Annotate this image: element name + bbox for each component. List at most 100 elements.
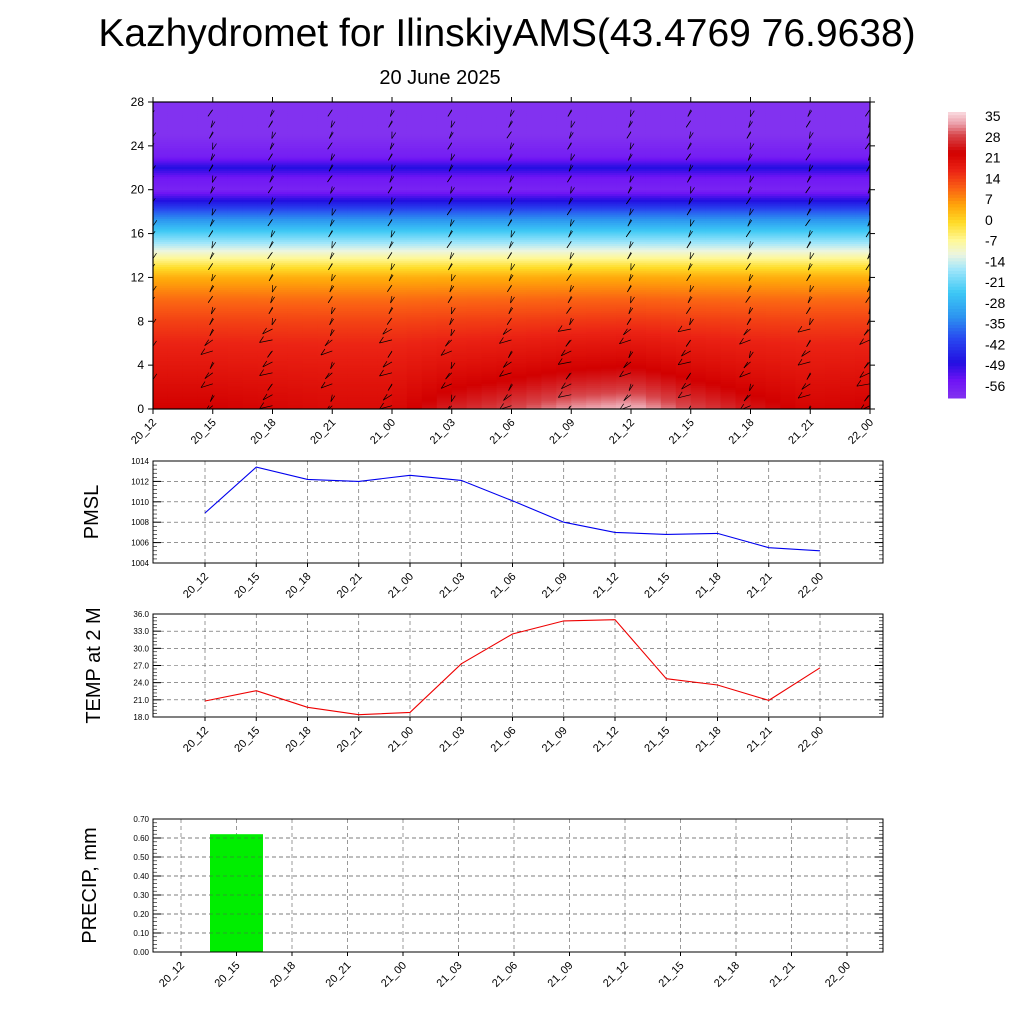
colorbar-swatch <box>948 274 966 278</box>
colorbar-swatch <box>948 356 966 361</box>
colorbar-swatch <box>948 124 966 129</box>
colorbar-swatch <box>948 309 966 313</box>
colorbar-swatch <box>948 242 966 246</box>
colorbar-label: -21 <box>985 274 1005 290</box>
colorbar-swatch <box>948 299 966 304</box>
x-tick-label: 20_12 <box>129 417 159 447</box>
colorbar-swatch <box>948 115 966 119</box>
colorbar-swatch <box>948 140 966 145</box>
x-tick-label: 21_00 <box>386 571 416 601</box>
colorbar-swatch <box>948 153 966 157</box>
x-tick-label: 21_18 <box>712 960 742 990</box>
x-tick-label: 20_21 <box>335 571 365 601</box>
y-tick-label: 1012 <box>131 477 149 486</box>
y-tick-label: 28 <box>131 95 145 109</box>
precip-frame <box>152 818 884 953</box>
colorbar-swatch <box>948 324 966 329</box>
x-tick-label: 21_15 <box>667 417 697 447</box>
y-tick-label: 18.0 <box>133 713 149 722</box>
x-tick-label: 20_18 <box>284 725 314 755</box>
colorbar-swatch <box>948 248 966 253</box>
colorbar: 35 28 21 14 7 0 -7 -14 -21 -28 -35 -42 -49 -56 <box>948 108 1005 399</box>
y-tick-label: 0 <box>137 402 144 416</box>
pmsl-ylabel: PMSL <box>81 485 103 539</box>
colorbar-label: 35 <box>985 108 1001 124</box>
y-tick-label: 27.0 <box>133 662 149 671</box>
colorbar-swatch <box>948 121 966 126</box>
temp-2m-ylabel: TEMP at 2 M <box>83 607 105 723</box>
x-tick-label: 20_15 <box>189 417 219 447</box>
precip-ylabel: PRECIP, mm <box>79 827 101 943</box>
gridlines <box>153 461 883 563</box>
colorbar-swatch <box>948 283 966 288</box>
x-tick-label: 21_09 <box>546 960 576 990</box>
colorbar-swatch <box>948 166 966 170</box>
colorbar-swatch <box>948 296 966 300</box>
colorbar-swatch <box>948 131 966 135</box>
chart-title: Kazhydromet for IlinskiyAMS(43.4769 76.9… <box>98 12 916 55</box>
colorbar-swatch <box>948 378 966 383</box>
colorbar-swatch <box>948 337 966 342</box>
colorbar-swatch <box>948 156 966 161</box>
x-tick-label: 21_12 <box>601 960 631 990</box>
colorbar-swatch <box>948 359 966 364</box>
x-tick-label: 21_18 <box>694 571 724 601</box>
x-tick-label: 21_21 <box>745 725 775 755</box>
colorbar-swatch <box>948 286 966 291</box>
x-tick-label: 20_21 <box>308 417 338 447</box>
x-tick-label: 21_12 <box>591 571 621 601</box>
colorbar-swatch <box>948 255 966 259</box>
x-tick-label: 21_15 <box>642 725 672 755</box>
colorbar-swatch <box>948 280 966 285</box>
colorbar-swatch <box>948 315 966 320</box>
y-tick-label: 4 <box>137 358 144 372</box>
x-tick-label: 21_18 <box>727 417 757 447</box>
x-tick-label: 21_09 <box>547 417 577 447</box>
x-tick-label: 20_12 <box>181 571 211 601</box>
colorbar-swatch <box>948 226 966 231</box>
colorbar-label: -49 <box>985 357 1005 373</box>
y-tick-label: 36.0 <box>133 610 149 619</box>
x-tick-label: 21_06 <box>488 417 518 447</box>
colorbar-swatch <box>948 169 966 173</box>
x-tick-label: 20_21 <box>335 725 365 755</box>
x-tick-label: 21_15 <box>642 571 672 601</box>
y-tick-label: 0.60 <box>133 834 149 843</box>
x-tick-label: 21_06 <box>489 725 519 755</box>
colorbar-swatch <box>948 363 966 367</box>
colorbar-swatch <box>948 172 966 177</box>
colorbar-swatch <box>948 312 966 316</box>
colorbar-swatch <box>948 328 966 332</box>
x-tick-label: 21_06 <box>489 571 519 601</box>
colorbar-label: 21 <box>985 150 1001 166</box>
colorbar-swatch <box>948 353 966 358</box>
colorbar-label: -14 <box>985 253 1005 269</box>
pmsl-panel: 1004 1006 1008 1010 1012 1014 20_12 20_15 20_18 2… <box>81 457 884 601</box>
colorbar-swatch <box>948 137 966 142</box>
y-tick-label: 0.50 <box>133 853 149 862</box>
colorbar-label: 0 <box>985 212 993 228</box>
wind-barbs <box>153 109 870 409</box>
colorbar-swatch <box>948 143 966 148</box>
temp-2m-panel: 18.0 21.0 24.0 27.0 30.0 33.0 36.0 20_12 20_15 20… <box>83 607 884 755</box>
precip-bar <box>210 834 263 952</box>
colorbar-swatch <box>948 223 966 227</box>
colorbar-swatch <box>948 118 966 123</box>
y-tick-label: 33.0 <box>133 627 149 636</box>
colorbar-label: -28 <box>985 295 1005 311</box>
colorbar-swatch <box>948 245 966 250</box>
colorbar-swatch <box>948 112 966 116</box>
colorbar-label: -35 <box>985 316 1005 332</box>
colorbar-swatch <box>948 388 966 393</box>
y-tick-label: 1010 <box>131 498 149 507</box>
x-tick-label: 21_21 <box>745 571 775 601</box>
y-tick-label: 24.0 <box>133 679 149 688</box>
x-tick-label: 22_00 <box>796 725 826 755</box>
x-tick-label: 21_18 <box>694 725 724 755</box>
x-tick-label: 22_00 <box>796 571 826 601</box>
x-tick-label: 21_03 <box>437 571 467 601</box>
x-tick-label: 21_09 <box>540 725 570 755</box>
colorbar-swatch <box>948 270 966 275</box>
x-tick-label: 21_03 <box>437 725 467 755</box>
